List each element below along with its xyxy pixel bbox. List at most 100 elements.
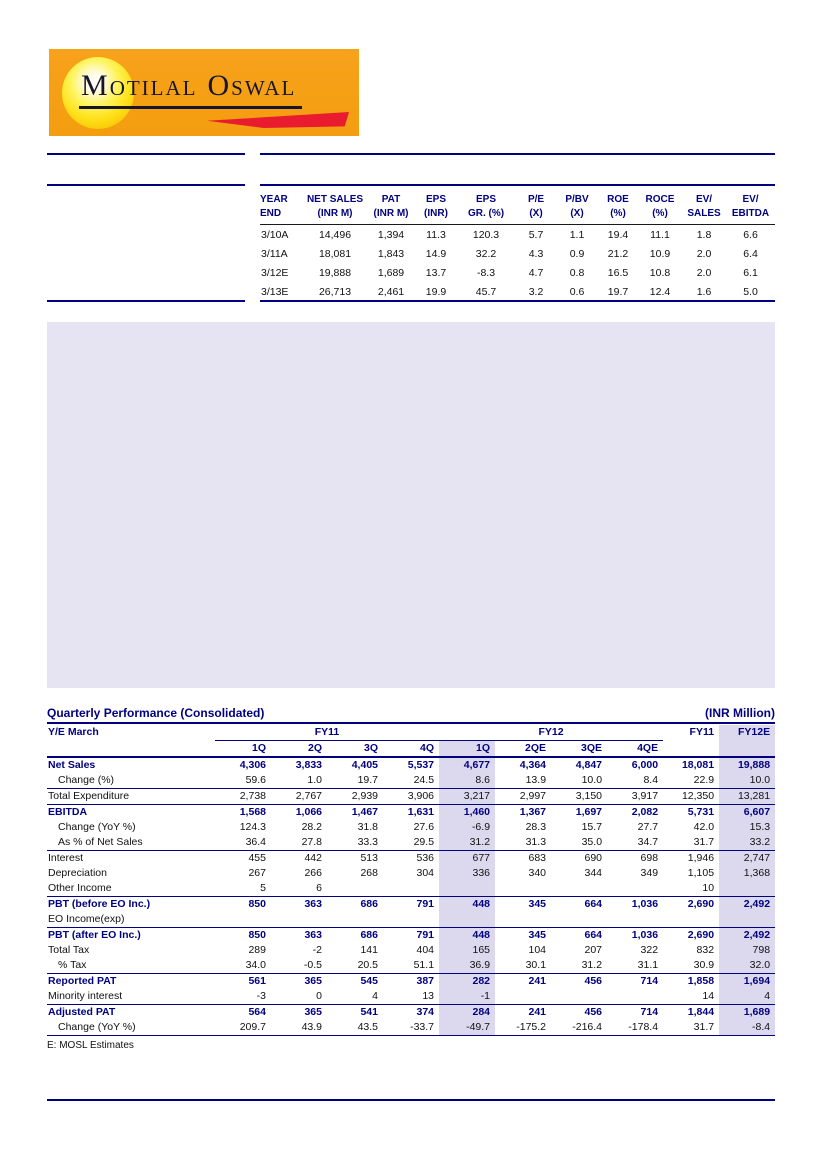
cell: 10.0 xyxy=(551,773,608,789)
cell: 5 xyxy=(215,881,271,897)
cell: 850 xyxy=(248,898,266,910)
cell: 1,631 xyxy=(407,806,435,818)
summary-col-header: ROE (%) xyxy=(598,191,638,225)
summary-cell: 2.0 xyxy=(696,247,712,260)
cell: 31.1 xyxy=(607,958,664,974)
summary-col-header: P/BV (X) xyxy=(556,191,598,225)
cell: 28.2 xyxy=(301,821,322,833)
cell: 36.4 xyxy=(215,835,271,851)
cell: 268 xyxy=(360,867,378,879)
ye-march-label: Y/E March xyxy=(48,726,99,739)
cell xyxy=(495,881,552,897)
summary-cell: 3/13E xyxy=(261,285,289,298)
table-row: As % of Net Sales 36.4 27.8 33.3 29.5 31.2 31.… xyxy=(47,835,776,851)
summary-cell: 19,888 xyxy=(318,266,352,279)
summary-cell: 21.2 xyxy=(607,247,629,260)
cell: 30.9 xyxy=(663,958,720,974)
quarterly-performance-section: Quarterly Performance (Consolidated) (IN… xyxy=(47,706,776,1052)
cell: 3,833 xyxy=(295,759,322,771)
summary-cell: 16.5 xyxy=(607,266,629,279)
table-row: PBT (after EO Inc.) 850 363 686 791 448 345 664… xyxy=(47,927,776,943)
cell: 35.0 xyxy=(551,835,608,851)
cell xyxy=(607,912,664,928)
cell: 124.3 xyxy=(239,821,266,833)
brand-text: MOTILAL OSWAL xyxy=(79,71,303,109)
row-label: Depreciation xyxy=(48,867,107,879)
cell: 43.5 xyxy=(327,1020,383,1036)
cell: 2,690 xyxy=(687,929,715,941)
summary-cell: 10.9 xyxy=(649,247,671,260)
cell: -33.7 xyxy=(383,1020,440,1036)
cell: 3,150 xyxy=(551,788,608,805)
row-label: EO Income(exp) xyxy=(47,912,215,928)
brand-word: OTILAL xyxy=(109,76,198,100)
cell: 36.9 xyxy=(439,958,496,974)
cell: 664 xyxy=(584,898,603,910)
cell: 209.7 xyxy=(215,1020,271,1036)
cell: 1,367 xyxy=(519,806,547,818)
cell: 31.7 xyxy=(663,835,720,851)
summary-cell: 0.8 xyxy=(569,266,585,279)
sun-icon xyxy=(62,57,134,129)
row-label: Total Tax xyxy=(48,944,90,956)
cell: 365 xyxy=(304,975,322,987)
bottom-rule xyxy=(47,1099,775,1101)
cell xyxy=(607,989,664,1005)
cell: 683 xyxy=(528,852,547,864)
quarter-col-header: 1Q xyxy=(215,740,271,758)
cell: 31.2 xyxy=(439,835,496,851)
cell xyxy=(551,881,608,897)
cell: 266 xyxy=(304,867,322,879)
cell: 455 xyxy=(248,852,266,864)
quarter-col-header: 4QE xyxy=(607,740,664,758)
cell: 8.6 xyxy=(439,773,496,789)
estimates-footnote: E: MOSL Estimates xyxy=(47,1040,134,1051)
cell: 442 xyxy=(304,852,322,864)
summary-cell: 14.9 xyxy=(425,247,447,260)
summary-row: 3/13E 26,713 2,461 19.9 45.7 3.2 0.6 19.7 12.4 1.… xyxy=(260,282,775,301)
cell: 2,997 xyxy=(495,788,552,805)
cell: 1,368 xyxy=(719,866,776,881)
section-header: Quarterly Performance (Consolidated) (IN… xyxy=(47,706,775,724)
unit-label: (INR Million) xyxy=(705,706,775,720)
cell: 10.0 xyxy=(719,773,776,789)
cell: 267 xyxy=(248,867,266,879)
cell: 677 xyxy=(439,850,496,866)
cell: 31.2 xyxy=(551,958,608,974)
cell: 448 xyxy=(439,927,496,943)
cell: 27.7 xyxy=(637,821,659,833)
cell: 3,217 xyxy=(439,788,496,805)
table-row: Depreciation 267 266 268 304 336 340 344 349 1,10… xyxy=(47,866,776,881)
cell: 1.0 xyxy=(271,773,327,789)
summary-cell: 4.3 xyxy=(528,247,544,260)
cell: -175.2 xyxy=(495,1020,552,1036)
table-row: Total Tax 289 -2 141 404 165 104 207 322 832 798 xyxy=(47,943,776,958)
cell: 363 xyxy=(304,929,322,941)
cell: 28.3 xyxy=(525,821,547,833)
cell: 2,082 xyxy=(631,806,659,818)
cell xyxy=(383,912,440,928)
summary-cell: 6.4 xyxy=(743,247,758,260)
quarter-col-header: 2Q xyxy=(271,740,327,758)
cell: 365 xyxy=(304,1006,322,1018)
summary-cell: 11.1 xyxy=(650,228,670,241)
cell: 289 xyxy=(248,944,266,956)
table-row: Net Sales 4,306 3,833 4,405 5,537 4,677 4,364 4… xyxy=(47,757,776,773)
cell: -8.4 xyxy=(719,1020,776,1036)
cell: 241 xyxy=(528,1006,547,1018)
summary-header-row: YEAR END NET SALES (INR M) PAT (INR M) EPS (INR… xyxy=(260,191,775,225)
cell: 3,917 xyxy=(607,788,664,805)
table-row: EBITDA 1,568 1,066 1,467 1,631 1,460 1,367 1,69… xyxy=(47,804,776,820)
cell: 664 xyxy=(584,929,603,941)
quarter-col-header: 3QE xyxy=(551,740,608,758)
cell: 42.0 xyxy=(693,821,715,833)
row-label: Total Expenditure xyxy=(47,788,215,805)
cell: 0 xyxy=(271,989,327,1005)
table-row: Adjusted PAT 564 365 541 374 284 241 456 714 1,84… xyxy=(47,1004,776,1020)
cell: 404 xyxy=(416,944,435,956)
cell: 345 xyxy=(528,929,547,941)
summary-cell: 6.1 xyxy=(743,266,758,279)
summary-cell: 14,496 xyxy=(318,228,352,241)
cell: 1,467 xyxy=(351,806,378,818)
cell: 207 xyxy=(584,944,603,956)
